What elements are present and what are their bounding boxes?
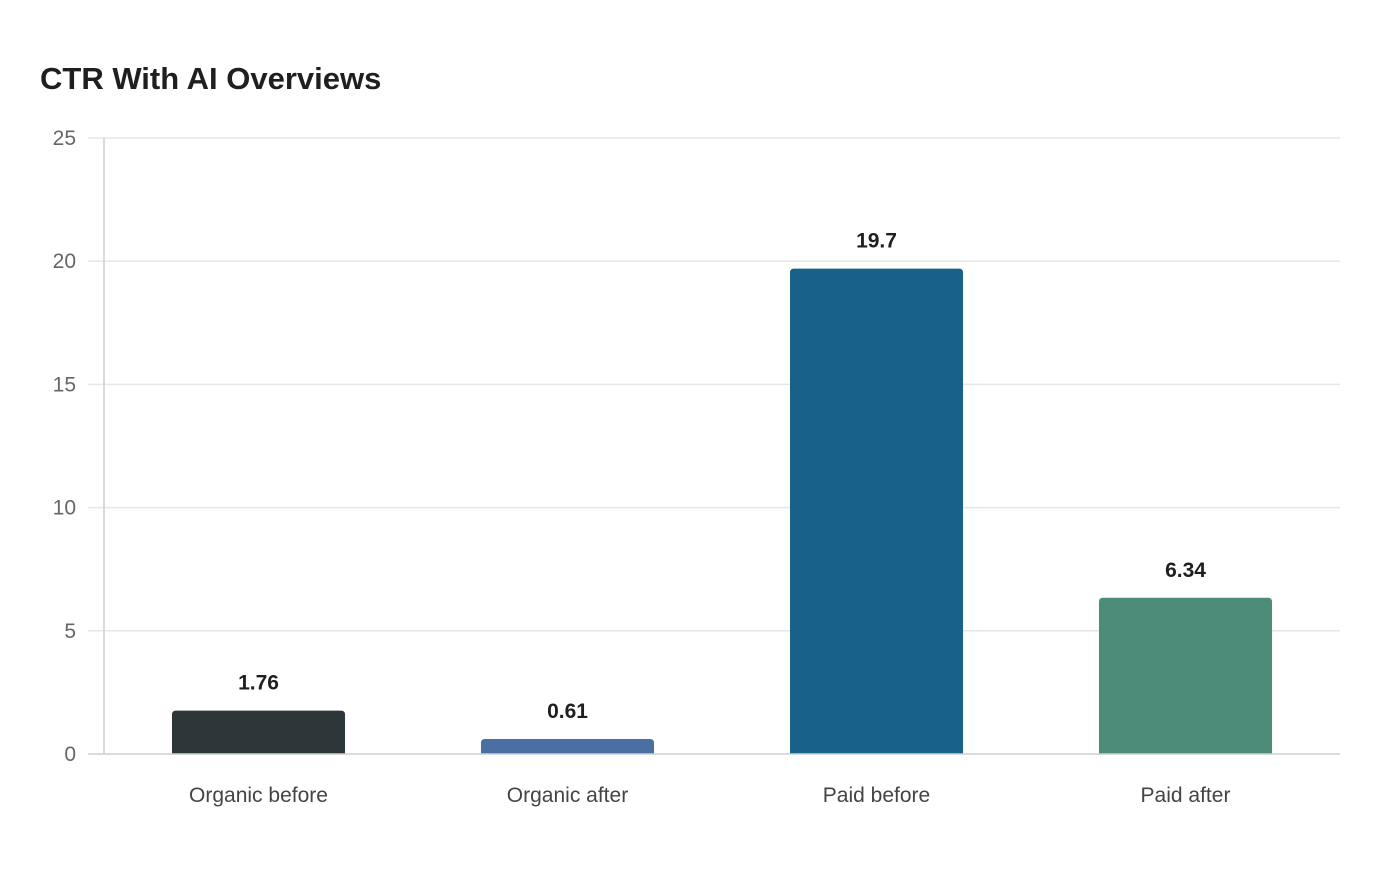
y-tick-label: 20 xyxy=(53,250,76,273)
x-axis-ticks: Organic before Organic after Paid before Pa… xyxy=(189,784,1230,807)
y-tick-label: 10 xyxy=(53,497,76,520)
data-label-paid-after: 6.34 xyxy=(1165,559,1206,582)
y-tick-label: 15 xyxy=(53,373,76,396)
chart-title: CTR With AI Overviews xyxy=(40,61,382,96)
y-tick-label: 5 xyxy=(64,620,76,643)
x-tick-label-organic-after: Organic after xyxy=(507,784,628,807)
gridlines xyxy=(88,137,1340,632)
data-labels: 1.76 0.61 19.7 6.34 xyxy=(238,230,1206,723)
bars xyxy=(171,268,1273,754)
data-label-organic-before: 1.76 xyxy=(238,672,279,695)
y-tick-label: 0 xyxy=(64,743,76,766)
bar-paid-after xyxy=(1098,597,1273,754)
y-tick-label: 25 xyxy=(53,127,76,150)
x-tick-label-paid-before: Paid before xyxy=(823,784,930,807)
data-label-paid-before: 19.7 xyxy=(856,230,897,253)
y-axis-ticks: 0 5 10 15 20 25 xyxy=(53,127,76,766)
bar-paid-before xyxy=(789,268,964,754)
x-tick-label-organic-before: Organic before xyxy=(189,784,328,807)
x-tick-label-paid-after: Paid after xyxy=(1141,784,1231,807)
axes xyxy=(88,138,1340,755)
bar-organic-after xyxy=(480,738,655,754)
data-label-organic-after: 0.61 xyxy=(547,700,588,723)
bar-organic-before xyxy=(171,710,346,754)
